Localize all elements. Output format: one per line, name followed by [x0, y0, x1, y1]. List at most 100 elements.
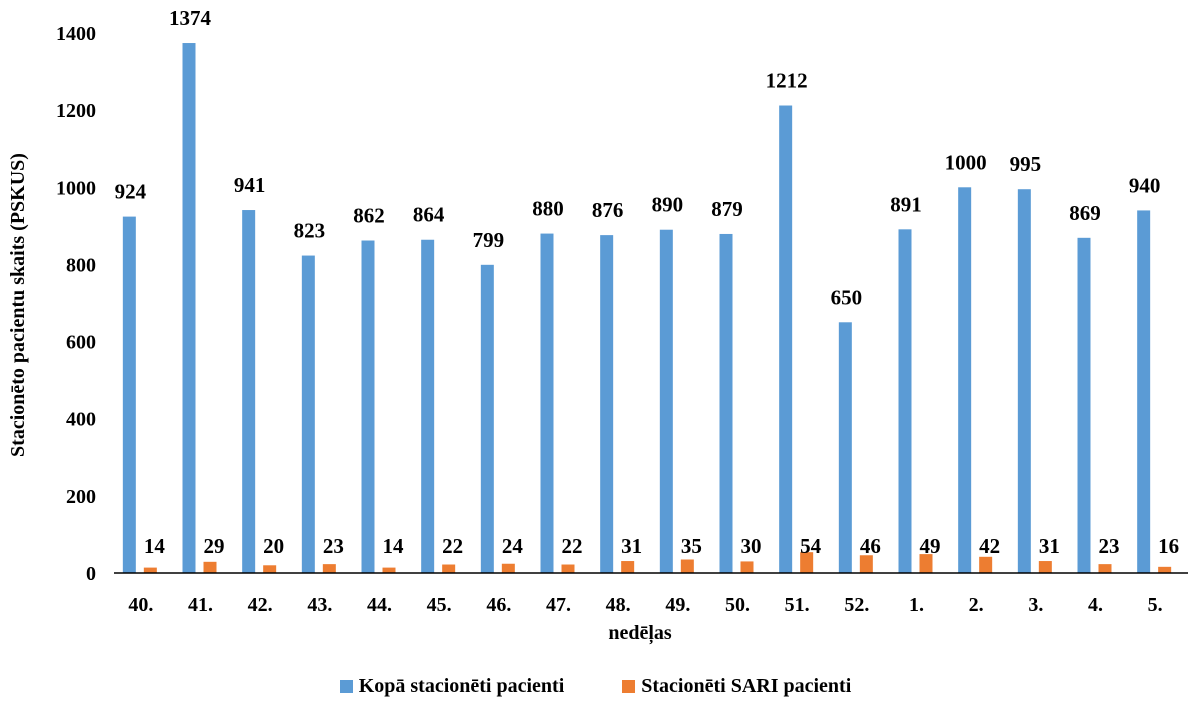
data-label-sari: 46 [860, 534, 881, 558]
legend-label-sari: Stacionēti SARI pacienti [641, 675, 852, 697]
y-tick-label: 1400 [56, 23, 96, 45]
legend-label-total: Kopā stacionēti pacienti [358, 675, 565, 697]
bar-total [242, 210, 256, 574]
legend-swatch-total [339, 680, 353, 693]
x-tick-label: 52. [844, 594, 869, 616]
legend-item-sari: Stacionēti SARI pacienti [622, 675, 851, 698]
y-tick-label: 800 [66, 254, 96, 276]
bar-total [958, 187, 972, 574]
data-label-total: 924 [115, 180, 147, 204]
x-tick-label: 49. [665, 594, 690, 616]
data-label-sari: 31 [621, 534, 642, 558]
x-tick-label: 43. [307, 594, 332, 616]
x-tick-label: 2. [969, 594, 984, 616]
bar-sari [740, 561, 754, 573]
data-label-total: 879 [711, 197, 743, 221]
bar-total [1137, 210, 1151, 573]
data-label-total: 862 [353, 204, 385, 228]
bar-sari [1158, 566, 1172, 573]
bar-total [1077, 237, 1091, 574]
x-tick-label: 51. [785, 594, 810, 616]
legend-item-total: Kopā stacionēti pacienti [339, 675, 565, 698]
data-label-sari: 22 [442, 534, 463, 558]
data-label-total: 876 [592, 198, 624, 222]
data-label-sari: 22 [562, 534, 583, 558]
data-label-total: 940 [1129, 173, 1161, 197]
bar-total [301, 255, 315, 574]
data-label-total: 890 [652, 193, 684, 217]
data-label-total: 1000 [945, 150, 987, 174]
data-label-sari: 31 [1039, 534, 1060, 558]
bar-total [719, 233, 733, 573]
bar-sari [501, 563, 515, 573]
bars [122, 43, 1172, 574]
bar-sari [979, 556, 993, 573]
x-tick-label: 5. [1148, 594, 1163, 616]
data-label-total: 823 [294, 219, 326, 243]
bar-sari [680, 559, 694, 573]
data-label-total: 650 [831, 285, 863, 309]
y-tick-label: 0 [86, 563, 96, 585]
data-label-total: 869 [1069, 201, 1101, 225]
bar-total [1017, 189, 1031, 573]
data-label-total: 799 [473, 228, 505, 252]
x-tick-label: 44. [367, 594, 392, 616]
y-tick-label: 200 [66, 486, 96, 508]
data-label-sari: 16 [1158, 534, 1179, 558]
data-label-sari: 20 [263, 534, 284, 558]
bar-sari [561, 564, 575, 573]
x-tick-label: 45. [427, 594, 452, 616]
y-axis-title: Stacionēto pacientu skaits (PSKUS) [7, 153, 29, 457]
data-label-sari: 35 [681, 534, 702, 558]
x-tick-label: 48. [606, 594, 631, 616]
bar-total [659, 229, 673, 573]
data-label-sari: 49 [920, 534, 941, 558]
bar-sari [263, 565, 277, 573]
x-tick-label: 50. [725, 594, 750, 616]
data-labels: 924 14 1374 29 941 20 823 23 862 14 864 22 799 24 880 2… [115, 6, 1180, 558]
bar-sari [143, 567, 157, 573]
legend-swatch-sari [622, 680, 636, 693]
data-label-total: 1212 [766, 69, 808, 93]
x-tick-label: 4. [1088, 594, 1103, 616]
x-axis-ticks: 40. 41. 42. 43. 44. 45. 46. 47. 48. 49. 50. 51. 52. 1… [128, 594, 1162, 616]
y-tick-label: 1000 [56, 177, 96, 199]
data-label-sari: 42 [979, 534, 1000, 558]
data-label-sari: 54 [800, 534, 822, 558]
y-axis-ticks: 0 200 400 600 800 1000 1200 1400 [56, 23, 96, 585]
data-label-sari: 23 [1099, 534, 1120, 558]
data-label-total: 995 [1010, 152, 1042, 176]
data-label-total: 941 [234, 173, 266, 197]
data-label-sari: 29 [204, 534, 225, 558]
y-tick-label: 1200 [56, 100, 96, 122]
data-label-total: 1374 [169, 6, 212, 30]
bar-sari [800, 552, 814, 573]
bar-sari [1098, 564, 1112, 573]
bar-sari [919, 554, 933, 573]
bar-total [600, 235, 614, 573]
bar-total [540, 233, 554, 574]
data-label-sari: 24 [502, 534, 524, 558]
x-tick-label: 40. [128, 594, 153, 616]
data-label-sari: 23 [323, 534, 344, 558]
bar-total [421, 239, 435, 573]
bar-sari [1038, 561, 1052, 573]
bar-sari [621, 561, 635, 573]
legend: Kopā stacionēti pacienti Stacionēti SARI… [0, 675, 1191, 698]
bar-sari [203, 561, 217, 573]
data-label-total: 864 [413, 203, 445, 227]
bar-total [838, 322, 852, 573]
bar-total [898, 229, 912, 574]
x-tick-label: 41. [188, 594, 213, 616]
x-tick-label: 46. [486, 594, 511, 616]
x-tick-label: 42. [248, 594, 273, 616]
data-label-total: 891 [890, 192, 922, 216]
data-label-sari: 30 [741, 534, 762, 558]
data-label-sari: 14 [383, 534, 405, 558]
bar-sari [382, 567, 396, 573]
data-label-sari: 14 [144, 534, 166, 558]
x-tick-label: 47. [546, 594, 571, 616]
bar-total [779, 105, 793, 573]
bar-sari [322, 564, 336, 573]
